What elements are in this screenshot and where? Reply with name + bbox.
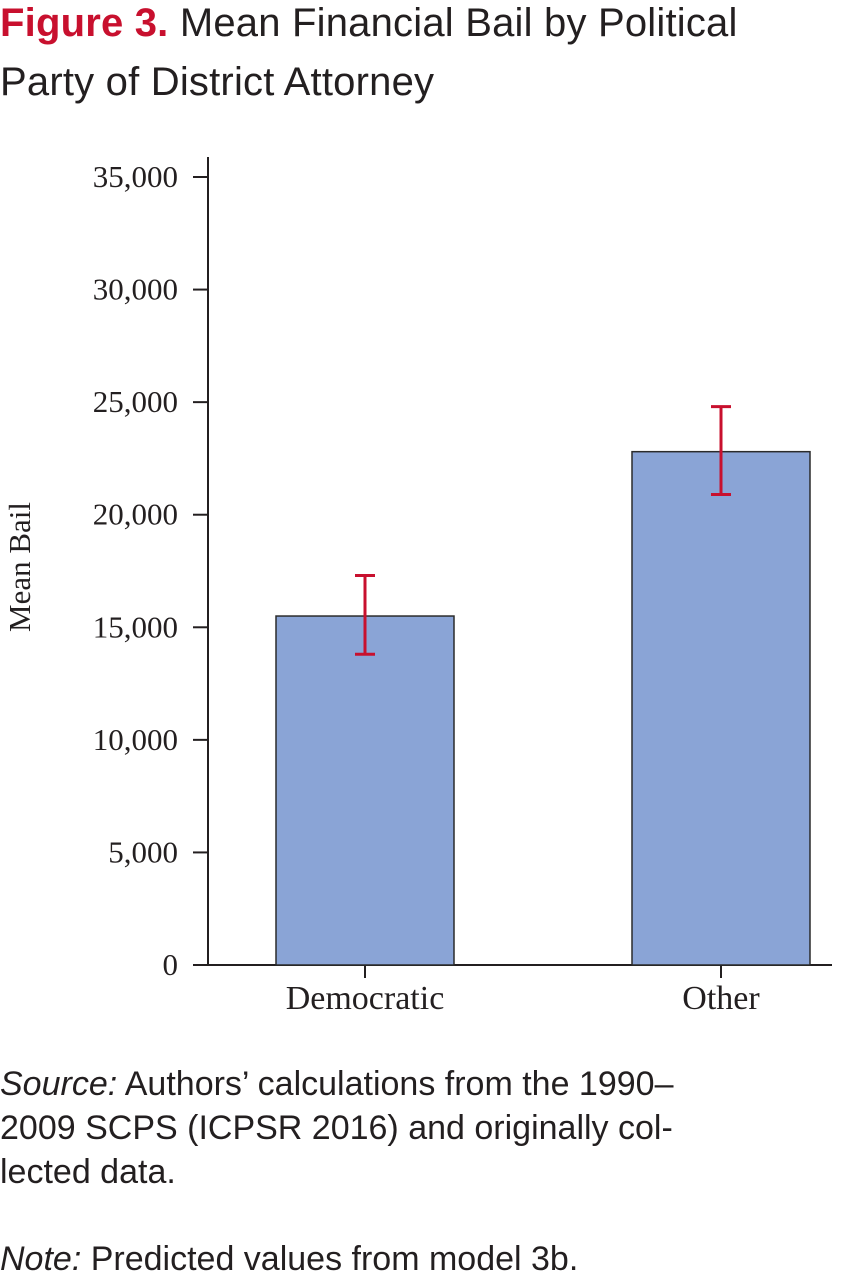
y-tick-label: 15,000	[93, 609, 178, 644]
source-caption: Source: Authors’ calculations from the 1…	[0, 1062, 855, 1194]
y-tick-label: 35,000	[93, 159, 178, 194]
figure-label: Figure 3.	[0, 1, 169, 45]
error-bars	[355, 405, 731, 656]
x-tick-label: Democratic	[286, 980, 445, 1017]
y-tick-label: 5,000	[108, 834, 178, 869]
bars	[275, 450, 811, 966]
note-lead: Note:	[0, 1240, 82, 1278]
source-lead: Source:	[0, 1065, 118, 1103]
axis-labels: 0 5,000 10,000 15,000 20,000 25,000 30,000 35,0…	[2, 159, 760, 1017]
figure-title-line1: Mean Financial Bail by Political	[179, 1, 738, 45]
source-text-line1: Authors’ calculations from the 1990–	[117, 1065, 674, 1103]
y-tick-label: 0	[163, 947, 179, 982]
figure-title: Figure 3. Mean Financial Bail by Politic…	[0, 0, 850, 112]
note-caption: Note: Predicted values from model 3b.	[0, 1237, 855, 1281]
x-tick-label: Other	[682, 980, 760, 1017]
source-text-line2: 2009 SCPS (ICPSR 2016) and originally co…	[0, 1109, 673, 1147]
bar-chart: 0 5,000 10,000 15,000 20,000 25,000 30,000 35,0…	[2, 157, 832, 1017]
bar	[631, 450, 811, 966]
y-tick-label: 20,000	[93, 497, 178, 532]
y-tick-label: 25,000	[93, 384, 178, 419]
y-tick-label: 10,000	[93, 722, 178, 757]
note-text: Predicted values from model 3b.	[81, 1240, 579, 1278]
source-text-line3: lected data.	[0, 1153, 176, 1191]
bar	[275, 615, 455, 966]
figure-title-line2: Party of District Attorney	[0, 60, 435, 104]
y-tick-label: 30,000	[93, 272, 178, 307]
y-axis-title: Mean Bail	[2, 502, 37, 632]
